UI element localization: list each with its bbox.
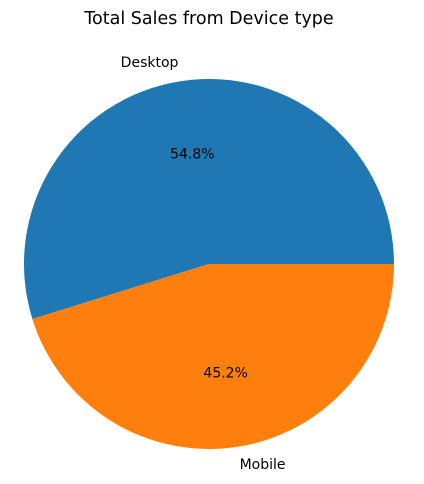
chart-title: Total Sales from Device type bbox=[83, 9, 333, 29]
slice-label-mobile: Mobile bbox=[240, 457, 286, 473]
pie-labels: Desktop 54.8% Mobile 45.2% bbox=[121, 55, 286, 473]
slice-label-desktop: Desktop bbox=[121, 55, 179, 71]
pie-slice-mobile bbox=[32, 264, 394, 450]
percent-label-desktop: 54.8% bbox=[170, 146, 214, 162]
pie-slice-desktop bbox=[23, 79, 394, 319]
percent-label-mobile: 45.2% bbox=[203, 366, 247, 382]
pie-slices bbox=[23, 79, 394, 450]
